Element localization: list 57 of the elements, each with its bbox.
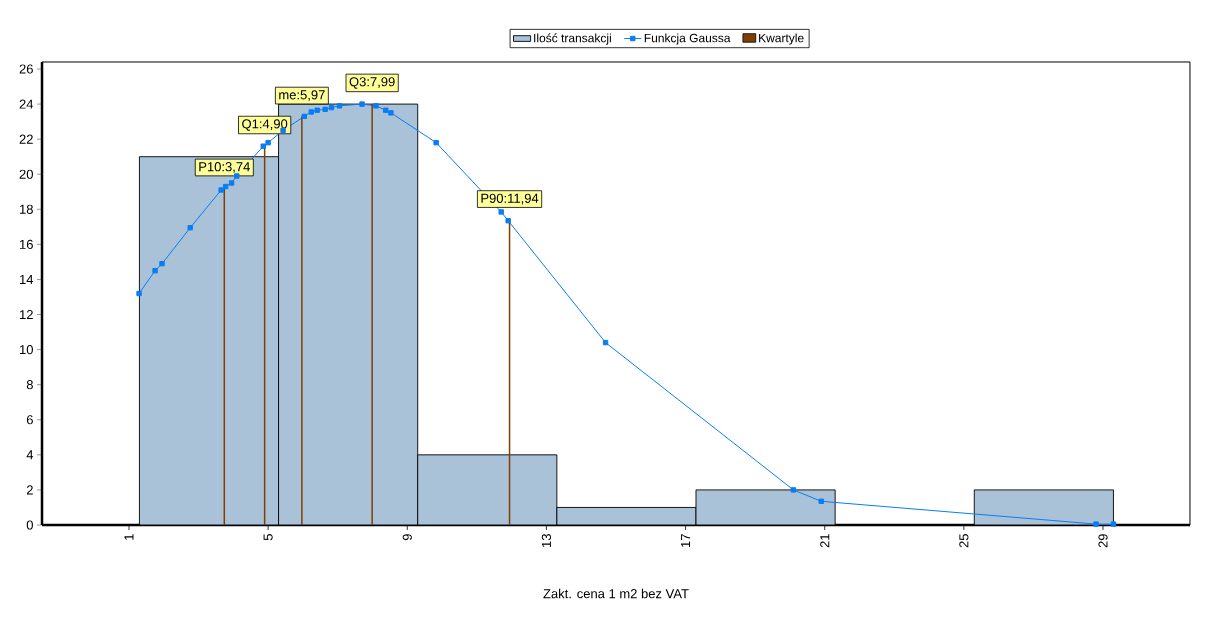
point [388,110,394,116]
x-axis-title: Zakt. cena 1 m2 bez VAT [543,588,689,599]
annotation: P10:3,74 [199,162,250,173]
y-tick-label: 16 [20,239,33,249]
point [359,101,365,107]
y-tick-label: 22 [19,134,33,144]
point [790,487,797,493]
point [818,498,824,505]
x-tick-label: 25 [959,534,969,548]
y-tick-label: 24 [19,99,34,109]
point [218,187,224,193]
annotation: Q1:4,90 [242,119,288,131]
legend-label: Kwartyle [759,33,804,45]
point [228,180,235,186]
point [136,290,142,297]
point [234,173,240,179]
point [265,139,271,146]
point [152,267,158,274]
point [322,106,328,113]
point [314,107,320,113]
point [498,209,504,215]
y-tick-label: 6 [26,415,33,425]
point [336,103,343,109]
annotation: P90:11,94 [481,193,539,205]
x-tick-label: 13 [541,534,552,547]
point [1093,521,1099,527]
y-tick-label: 26 [19,64,33,74]
legend-label: Funkcja Gaussa [644,33,731,45]
x-tick-label: 9 [402,534,412,541]
point [159,260,165,267]
y-tick-label: 20 [19,169,33,179]
x-tick-label: 29 [1098,534,1108,548]
x-tick-label: 21 [820,534,830,548]
point [433,139,439,146]
point [260,143,266,149]
point [222,183,229,190]
point [187,225,193,231]
annotation: Q3:7,99 [349,77,395,89]
y-tick-label: 4 [26,450,34,460]
point [308,109,314,115]
y-tick-label: 8 [26,380,33,390]
y-tick-label: 12 [20,309,33,320]
legend-label: Ilość transakcji [534,33,611,45]
y-tick-label: 18 [20,204,33,214]
x-tick-label: 17 [681,534,691,547]
x-tick-label: 1 [124,534,134,540]
y-tick-label: 14 [20,274,34,284]
x-tick-label: 5 [263,534,273,541]
y-tick-label: 2 [26,485,33,495]
point [505,218,511,224]
y-tick-label: 10 [20,345,33,355]
point [373,103,379,109]
point [1110,521,1117,527]
point [301,113,307,120]
point [383,107,389,113]
y-tick-label: 0 [26,520,33,530]
annotation: me:5,97 [279,90,325,101]
